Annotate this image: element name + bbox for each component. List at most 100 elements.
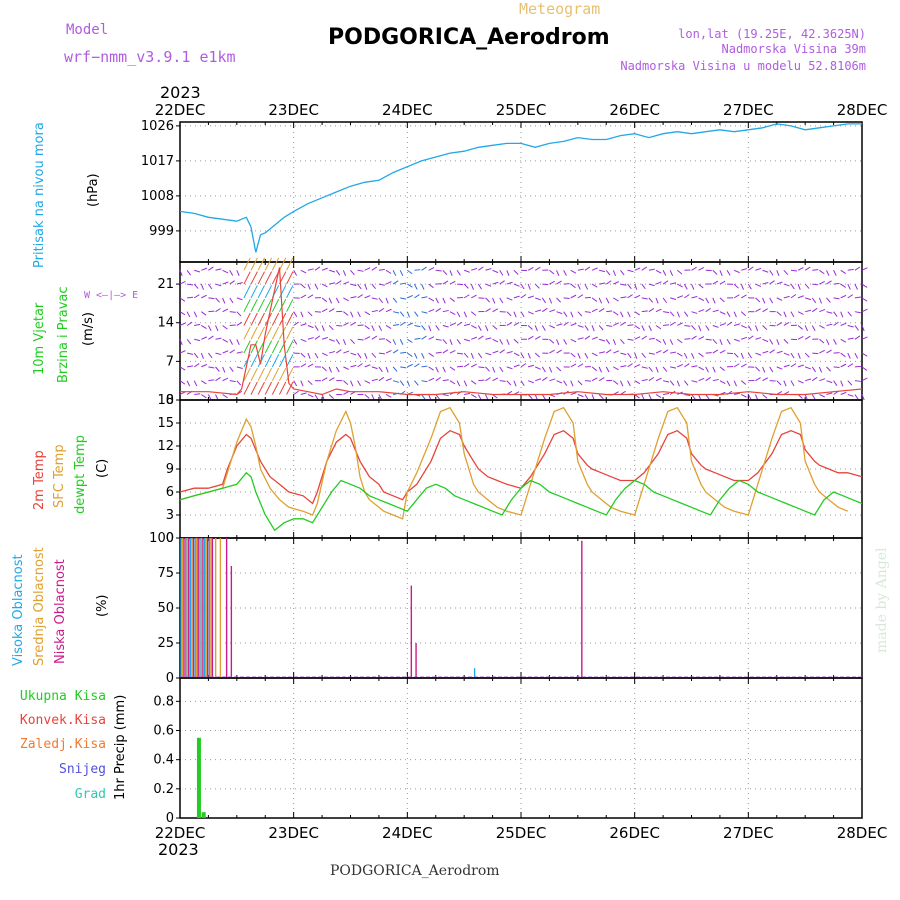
wind-arrow xyxy=(605,269,611,276)
wind-arrow xyxy=(641,283,646,290)
wind-arrow xyxy=(662,270,667,276)
wind-arrow xyxy=(783,269,789,276)
wind-arrow xyxy=(449,270,453,277)
wind-arrow xyxy=(861,308,868,313)
wind-arrow xyxy=(620,311,624,318)
wind-arrow xyxy=(208,379,215,382)
wind-arrow xyxy=(222,308,229,313)
wind-arrow xyxy=(400,297,407,300)
wind-arrow xyxy=(179,270,183,277)
wind-ylabel-2: Brzina i Pravac xyxy=(56,286,71,383)
wind-arrow xyxy=(243,298,251,312)
wind-arrow xyxy=(705,297,710,304)
wind-arrow xyxy=(648,325,652,332)
wind-arrow xyxy=(286,354,294,368)
wind-arrow xyxy=(762,394,768,399)
wind-arrow xyxy=(677,322,683,326)
wind-arrow xyxy=(698,352,704,358)
wind-arrow xyxy=(457,283,464,286)
wind-arrow xyxy=(342,339,347,346)
wind-arrow xyxy=(307,337,314,340)
wind-arrow xyxy=(691,325,696,331)
wind-arrow xyxy=(541,325,546,331)
wind-arrow xyxy=(513,311,517,318)
wind-arrow xyxy=(683,283,688,290)
wind-arrow xyxy=(485,352,492,356)
wind-arrow xyxy=(606,324,613,327)
wind-arrow xyxy=(250,354,258,368)
wind-arrow xyxy=(222,366,226,373)
date-label-top: 24DEC xyxy=(382,101,433,119)
wind-arrow xyxy=(819,349,825,354)
wind-arrow xyxy=(613,297,619,302)
wind-arrow xyxy=(627,269,634,273)
wind-arrow xyxy=(257,285,265,299)
wind-arrow xyxy=(250,340,258,354)
wind-arrow xyxy=(648,394,653,401)
wind-arrow xyxy=(847,311,853,317)
wind-arrow xyxy=(378,376,385,382)
wind-arrow xyxy=(534,266,541,271)
wind-arrow xyxy=(208,297,215,300)
wind-arrow xyxy=(620,321,626,326)
wind-arrow xyxy=(556,366,562,372)
wind-arrow xyxy=(413,283,418,290)
wind-arrow xyxy=(790,283,795,290)
wind-arrow xyxy=(598,377,605,382)
wind-arrow xyxy=(549,338,555,344)
wind-arrow xyxy=(797,364,804,368)
wind-arrow xyxy=(257,312,265,326)
wind-arrow xyxy=(208,283,213,290)
wind-arrow xyxy=(676,380,680,387)
station-title: PODGORICA_Aerodrom xyxy=(328,25,610,50)
wind-arrow xyxy=(194,269,201,273)
wind-arrow xyxy=(357,352,362,359)
wind-arrow xyxy=(641,297,648,300)
wind-arrow xyxy=(754,394,759,401)
cloud-label-mid: Srednja Oblacnost xyxy=(32,547,47,666)
wind-arrow xyxy=(193,363,200,368)
wind-arrow xyxy=(328,394,334,399)
wind-arrow xyxy=(691,352,695,359)
wind-arrow xyxy=(740,380,747,385)
temp-unit: (C) xyxy=(95,459,110,478)
wind-arrow xyxy=(471,267,478,271)
wind-arrow xyxy=(591,336,598,340)
wind-arrow xyxy=(385,394,392,398)
wind-arrow xyxy=(321,377,328,382)
wind-arrow xyxy=(236,366,243,369)
wind-arrow xyxy=(186,321,193,326)
wind-arrow xyxy=(719,366,725,371)
y-tick-label: 21 xyxy=(157,277,174,292)
wind-arrow xyxy=(797,394,803,399)
wind-arrow xyxy=(726,321,733,326)
wind-arrow xyxy=(435,394,440,400)
wind-arrow xyxy=(471,294,477,299)
wind-arrow xyxy=(769,339,774,345)
wind-arrow xyxy=(215,337,222,340)
wind-arrow xyxy=(698,297,705,302)
wind-arrow xyxy=(442,338,448,345)
wind-arrow xyxy=(741,325,747,329)
wind-arrow xyxy=(790,311,795,318)
wind-arrow xyxy=(677,352,683,357)
wind-arrow xyxy=(861,394,865,401)
wind-arrow xyxy=(328,325,334,331)
wind-arrow xyxy=(378,325,383,332)
wind-arrow xyxy=(406,311,410,318)
wind-arrow xyxy=(229,339,233,345)
wind-arrow xyxy=(790,363,797,368)
wind-arrow xyxy=(243,340,251,354)
wind-arrow xyxy=(399,339,404,345)
wind-arrow xyxy=(833,380,838,386)
wind-arrow xyxy=(215,394,219,401)
wind-arrow xyxy=(229,280,235,285)
wind-arrow xyxy=(477,283,483,290)
wind-arrow xyxy=(790,380,795,387)
wind-arrow xyxy=(421,266,427,271)
wind-arrow xyxy=(641,335,648,340)
wind-arrow xyxy=(826,323,833,326)
wind-arrow xyxy=(627,352,632,359)
wind-arrow xyxy=(293,311,298,318)
wind-arrow xyxy=(762,366,766,373)
